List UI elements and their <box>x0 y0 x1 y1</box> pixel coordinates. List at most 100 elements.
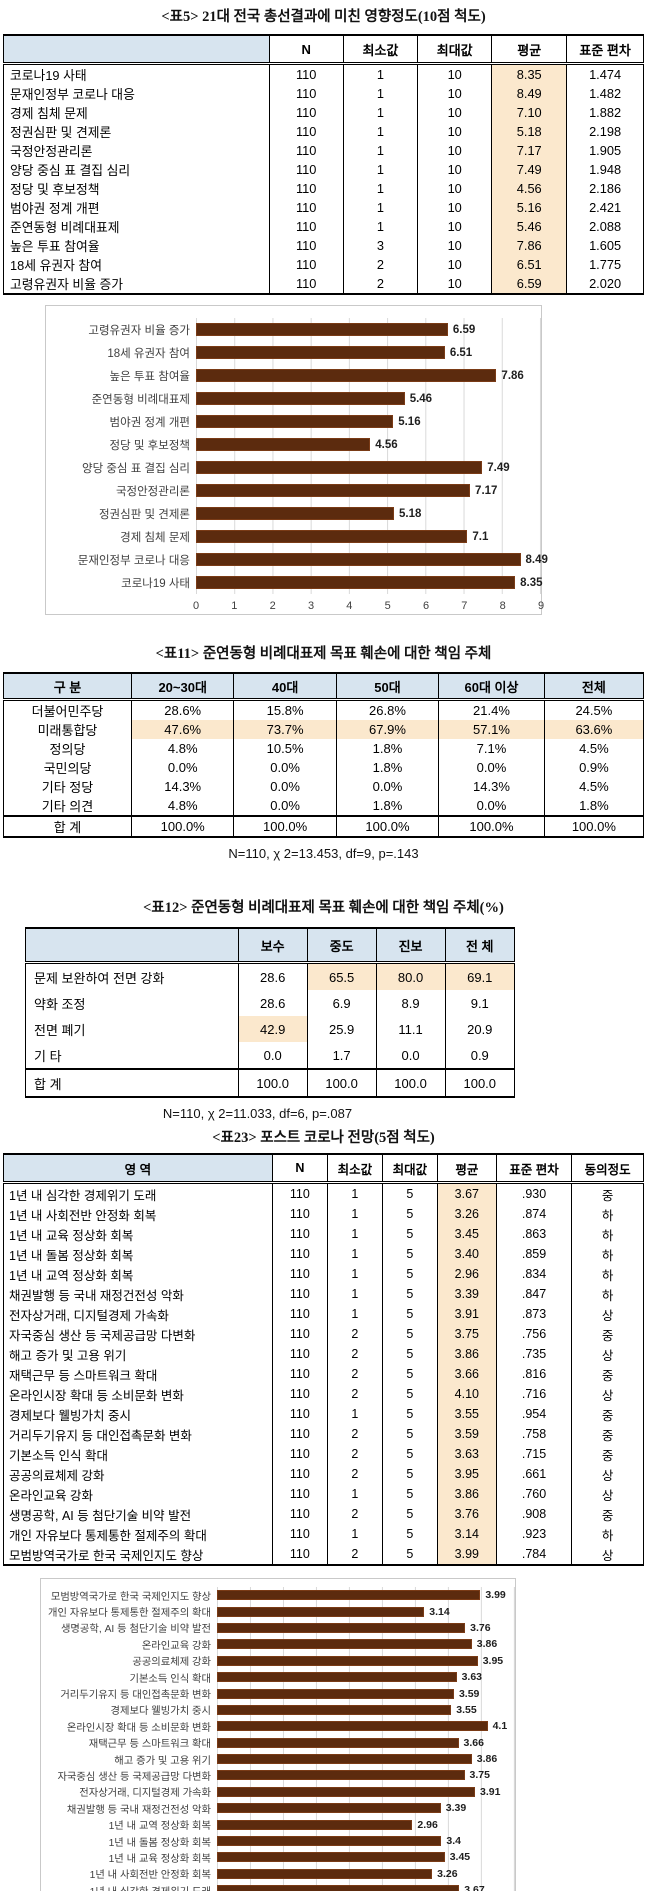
bar <box>217 1672 457 1683</box>
table-row: 생명공학, AI 등 첨단기술 비약 발전 110 2 5 3.76.908 중 <box>3 1504 644 1524</box>
row-label: 양당 중심 표 결집 심리 <box>3 160 270 179</box>
chart-bar-track: 3.55 <box>217 1701 515 1719</box>
row-label: 합 계 <box>3 815 132 837</box>
column-header: 구 분 <box>3 673 132 701</box>
chart-bar-track: 6.59 <box>196 318 541 341</box>
chart-row: 1년 내 교육 정상화 회복 3.45 <box>41 1849 515 1866</box>
table-row: 합 계 100.0 100.0 100.0 100.0 <box>25 1068 516 1097</box>
x-axis: 0 1 2 3 4 5 6 7 8 9 <box>46 594 544 616</box>
cell-value: 중 <box>571 1424 644 1444</box>
table12-title: <표12> 준연동형 비례대표제 목표 훼손에 대한 책임 주체(%) <box>143 900 504 916</box>
bar <box>217 1622 466 1633</box>
cell-value: 28.6 <box>237 962 308 990</box>
cell-value: 7.10 <box>491 103 568 122</box>
row-label: 정당 및 후보정책 <box>3 179 270 198</box>
bar <box>196 576 516 589</box>
row-label: 기타 의견 <box>3 796 132 816</box>
chart-bar-track: 3.95 <box>217 1652 515 1669</box>
cell-value: 10 <box>417 217 493 236</box>
column-header: 20~30대 <box>130 673 235 701</box>
chart-bar-track: 3.63 <box>217 1668 515 1686</box>
row-label: 1년 내 돌봄 정상화 회복 <box>3 1244 273 1264</box>
cell-value: 7.1% <box>438 739 545 758</box>
chart-category-label: 개인 자유보다 통제통한 절제주의 확대 <box>47 1608 211 1620</box>
cell-value: .847 <box>495 1284 573 1304</box>
cell-value: 5.46 <box>491 217 568 236</box>
bar <box>217 1885 460 1891</box>
bar <box>217 1704 452 1715</box>
cell-value: 100.0 <box>444 1068 516 1097</box>
chart-row: 양당 중심 표 결집 심리 7.49 <box>46 456 541 479</box>
cell-value: .735 <box>495 1344 573 1364</box>
cell-value: 7.17 <box>491 141 568 160</box>
cell-value: 2 <box>326 1504 383 1524</box>
cell-value: 2.421 <box>566 198 644 217</box>
chart-row: 정당 및 후보정책 4.56 <box>46 433 541 456</box>
table-row: 모범방역국가로 한국 국제인지도 향상 110 2 5 3.99.784 상 <box>3 1544 644 1565</box>
chart-category-label: 준연동형 비례대표제 <box>91 393 190 406</box>
chart-row: 높은 투표 참여율 7.86 <box>46 364 541 387</box>
table-row: 해고 증가 및 고용 위기 110 2 5 3.86.735 상 <box>3 1344 644 1364</box>
chart-row: 1년 내 사회전반 안정화 회복 3.26 <box>41 1865 515 1883</box>
cell-value: 5 <box>381 1284 438 1304</box>
cell-value: 하 <box>571 1524 644 1544</box>
bar-value-label: 3.55 <box>456 1703 477 1716</box>
cell-value: 10 <box>417 63 493 84</box>
cell-value: 3.99 <box>436 1544 497 1565</box>
cell-value: .954 <box>495 1404 573 1424</box>
chart-row: 공공의료체제 강화 3.95 <box>41 1652 515 1669</box>
cell-value: 1 <box>342 122 419 141</box>
cell-value: 4.8% <box>130 739 235 758</box>
axis-tick-label: 6 <box>422 600 430 612</box>
cell-value: 2.198 <box>566 122 644 141</box>
row-label: 재택근무 등 스마트워크 확대 <box>3 1364 273 1384</box>
bar-value-label: 8.35 <box>520 576 543 589</box>
table-row: 약화 조정 28.6 6.9 8.9 9.1 <box>25 990 516 1016</box>
cell-value: 0.0% <box>438 758 545 777</box>
cell-value: 110 <box>268 236 344 255</box>
bar-value-label: 3.26 <box>437 1867 458 1880</box>
cell-value: 0.9% <box>543 758 645 777</box>
cell-value: 0.0% <box>438 796 545 816</box>
cell-value: 2.020 <box>566 274 644 294</box>
cell-value: 9.1 <box>444 990 516 1016</box>
bar-value-label: 7.1 <box>472 530 489 543</box>
row-label: 전면 폐기 <box>25 1016 239 1042</box>
axis-tick-label: 1 <box>231 600 238 612</box>
bar <box>217 1606 425 1617</box>
cell-value: 하 <box>571 1224 644 1244</box>
cell-value: 15.8% <box>233 699 337 720</box>
cell-value: 1 <box>326 1404 383 1424</box>
chart-bar-track: 3.26 <box>217 1865 515 1883</box>
cell-value: .908 <box>495 1504 573 1524</box>
cell-value: 5.16 <box>491 198 568 217</box>
cell-value: 25.9 <box>306 1016 377 1042</box>
cell-value: 3.91 <box>436 1304 497 1324</box>
cell-value: 1.8% <box>543 796 645 816</box>
chart-bar-track: 3.45 <box>217 1849 515 1866</box>
chart-bar-track: 3.66 <box>217 1734 515 1751</box>
table-row: 고령유권자 비율 증가 110 2 10 6.59 2.020 <box>3 274 644 294</box>
cell-value: 5 <box>381 1524 438 1544</box>
cell-value: .760 <box>495 1484 573 1504</box>
cell-value: 2 <box>326 1444 383 1464</box>
cell-value: 0.0% <box>233 777 337 796</box>
cell-value: .874 <box>495 1204 573 1224</box>
chart-bar-track: 3.86 <box>217 1750 515 1768</box>
table-row: 준연동형 비례대표제 110 1 10 5.46 2.088 <box>3 217 644 236</box>
cell-value: 110 <box>271 1264 328 1284</box>
row-label: 정권심판 및 견제론 <box>3 122 270 141</box>
chart-row: 문재인정부 코로나 대응 8.49 <box>46 548 548 571</box>
cell-value: 6.59 <box>491 274 568 294</box>
table-row: 높은 투표 참여율 110 3 10 7.86 1.605 <box>3 236 644 255</box>
table-row: 기타 의견 4.8% 0.0% 1.8% 0.0% 1.8% <box>3 796 645 816</box>
chart-category-label: 1년 내 돌봄 정상화 회복 <box>108 1837 211 1849</box>
column-header: 동의정도 <box>571 1154 644 1184</box>
table-row: 코로나19 사태 110 1 10 8.35 1.474 <box>3 63 644 84</box>
cell-value: 26.8% <box>335 699 440 720</box>
chart-row: 모범방역국가로 한국 국제인지도 향상 3.99 <box>41 1587 515 1604</box>
bar-value-label: 5.16 <box>398 415 421 428</box>
axis-tick-label: 3 <box>307 600 315 612</box>
table-row: 공공의료체제 강화 110 2 5 3.95.661 상 <box>3 1464 644 1484</box>
row-label: 온라인교육 강화 <box>3 1484 273 1504</box>
